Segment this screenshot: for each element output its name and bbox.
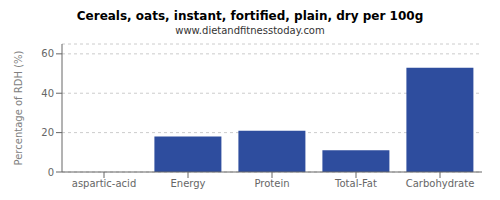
svg-text:Protein: Protein <box>254 178 289 189</box>
svg-text:Carbohydrate: Carbohydrate <box>406 178 475 189</box>
svg-text:60: 60 <box>41 48 54 59</box>
html-text:Cereals, oats, instant, fortif: Cereals, oats, instant, fortified, plain… <box>76 9 424 23</box>
html-text:www.dietandfitnesstoday.com: www.dietandfitnesstoday.com <box>175 25 325 36</box>
svg-text:40: 40 <box>41 88 54 99</box>
svg-text:0: 0 <box>48 167 54 178</box>
svg-text:Percentage of RDH (%): Percentage of RDH (%) <box>13 50 24 165</box>
svg-text:20: 20 <box>41 127 54 138</box>
svg-text:Energy: Energy <box>170 178 205 189</box>
svg-text:Total-Fat: Total-Fat <box>334 178 377 189</box>
svg-text:aspartic-acid: aspartic-acid <box>72 178 136 189</box>
